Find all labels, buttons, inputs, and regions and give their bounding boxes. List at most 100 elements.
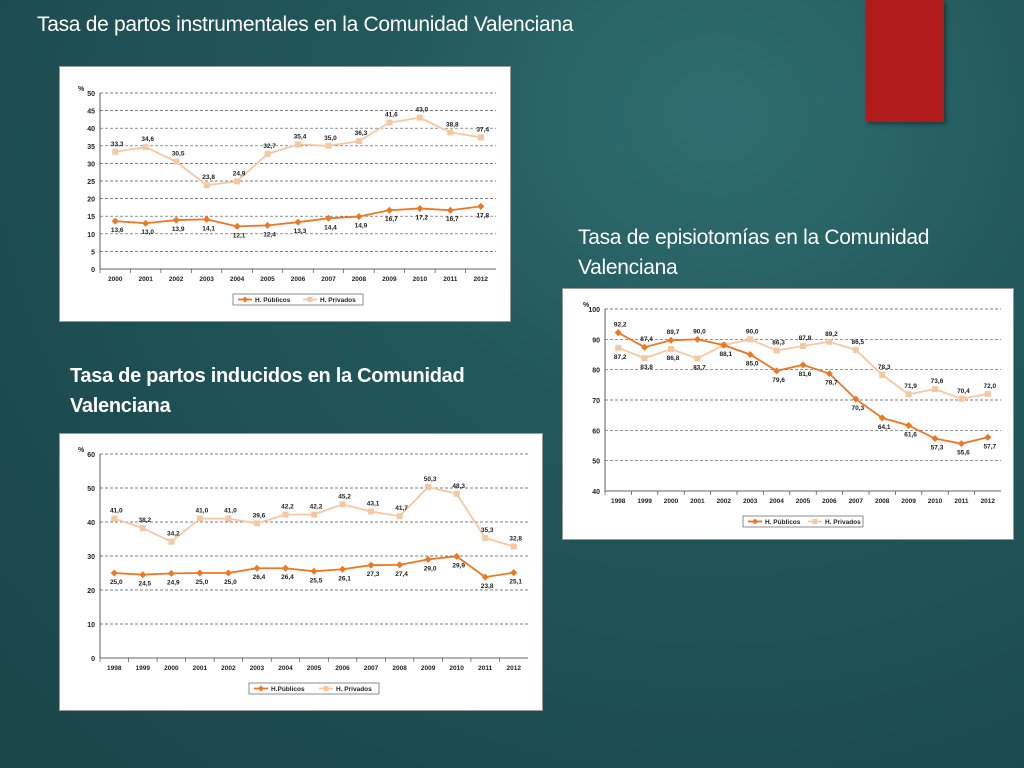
data-point bbox=[416, 204, 424, 212]
data-label: 14,4 bbox=[324, 224, 337, 231]
data-label: 42,2 bbox=[310, 504, 323, 511]
instrumental-chart-frame: 0 5 10 15 20 25 30 35 40 45 50% 2000 2001 2002 2003 200… bbox=[59, 66, 511, 322]
y-tick-label: 0 bbox=[91, 267, 95, 274]
y-tick-label: 45 bbox=[87, 109, 95, 116]
data-label: 26,1 bbox=[338, 575, 351, 582]
data-label: 57,3 bbox=[931, 445, 944, 452]
data-label: 24,9 bbox=[233, 170, 246, 177]
y-tick-label: 90 bbox=[592, 337, 600, 344]
x-tick-label: 2007 bbox=[321, 276, 336, 283]
data-label: 13,0 bbox=[141, 229, 154, 236]
data-label: 38,8 bbox=[446, 121, 459, 128]
x-tick-label: 2000 bbox=[664, 498, 679, 505]
x-tick-label: 2009 bbox=[421, 665, 436, 672]
data-point bbox=[905, 391, 912, 398]
data-point bbox=[111, 217, 119, 225]
data-point bbox=[481, 573, 489, 581]
data-point bbox=[446, 206, 454, 214]
data-label: 79,6 bbox=[772, 377, 785, 384]
data-label: 89,2 bbox=[825, 331, 838, 338]
y-tick-label: 40 bbox=[87, 520, 95, 527]
data-point bbox=[668, 346, 674, 353]
data-label: 25,5 bbox=[310, 577, 323, 584]
x-tick-label: 2002 bbox=[717, 498, 732, 505]
legend-label: H. Privados bbox=[336, 686, 372, 693]
data-point bbox=[720, 341, 728, 349]
inducidos-chart-frame: 0 10 20 30 40 50 60% 1998 1999 2000 2001 2002 2003 20… bbox=[59, 433, 543, 711]
legend-box bbox=[742, 515, 864, 528]
x-tick-label: 2012 bbox=[474, 276, 489, 283]
data-label: 86,5 bbox=[851, 339, 864, 346]
data-point bbox=[110, 569, 118, 577]
x-tick-label: 2011 bbox=[954, 498, 968, 505]
legend-marker bbox=[812, 519, 818, 524]
data-point bbox=[773, 347, 780, 354]
data-label: 43,1 bbox=[367, 500, 380, 507]
data-label: 41,0 bbox=[224, 508, 237, 515]
data-point bbox=[311, 511, 317, 518]
y-tick-label: 60 bbox=[87, 452, 95, 459]
y-tick-label: 5 bbox=[91, 249, 95, 256]
data-label: 78,7 bbox=[825, 380, 838, 387]
x-tick-label: 1999 bbox=[136, 665, 151, 672]
data-point bbox=[225, 515, 232, 522]
x-tick-label: 2004 bbox=[230, 276, 245, 283]
data-label: 16,7 bbox=[385, 216, 398, 223]
data-label: 27,4 bbox=[395, 571, 408, 578]
data-point bbox=[746, 351, 754, 358]
data-label: 55,6 bbox=[957, 450, 970, 457]
data-point bbox=[416, 114, 423, 121]
data-point bbox=[234, 178, 241, 185]
episio-title: Tasa de episiotomías en la Comunidad Val… bbox=[578, 223, 929, 283]
legend-label: H.Públicos bbox=[271, 686, 305, 693]
data-label: 70,3 bbox=[851, 405, 864, 412]
data-point bbox=[142, 219, 150, 227]
data-label: 41,0 bbox=[110, 508, 123, 515]
x-tick-label: 2010 bbox=[449, 665, 464, 672]
data-point bbox=[694, 355, 701, 362]
x-tick-label: 1998 bbox=[611, 498, 626, 505]
data-point bbox=[510, 543, 517, 550]
data-label: 34,6 bbox=[141, 136, 154, 143]
y-tick-label: 25 bbox=[87, 179, 95, 186]
x-tick-label: 2007 bbox=[849, 498, 864, 505]
data-point bbox=[139, 571, 147, 579]
data-label: 92,2 bbox=[614, 322, 627, 329]
data-point bbox=[112, 148, 119, 155]
data-label: 85,0 bbox=[746, 361, 759, 368]
data-label: 78,3 bbox=[878, 364, 891, 371]
y-tick-label: 100 bbox=[588, 307, 600, 314]
data-label: 89,7 bbox=[667, 329, 680, 336]
y-tick-label: 30 bbox=[87, 161, 95, 168]
data-label: 27,3 bbox=[367, 571, 380, 578]
legend-label: H. Privados bbox=[825, 519, 861, 526]
data-point bbox=[932, 386, 938, 393]
data-label: 87,8 bbox=[799, 335, 812, 342]
data-label: 87,4 bbox=[640, 336, 653, 343]
data-point bbox=[367, 561, 375, 569]
y-tick-label: 20 bbox=[87, 588, 95, 595]
data-label: 14,9 bbox=[355, 223, 368, 230]
legend-label: H. Públicos bbox=[255, 297, 291, 304]
data-point bbox=[905, 421, 913, 429]
data-label: 70,4 bbox=[957, 388, 970, 395]
data-point bbox=[453, 552, 461, 560]
data-label: 29,9 bbox=[452, 562, 465, 569]
y-tick-label: 20 bbox=[87, 197, 95, 204]
data-point bbox=[879, 371, 886, 378]
data-point bbox=[139, 525, 146, 532]
legend-marker bbox=[242, 296, 248, 303]
data-label: 57,7 bbox=[983, 443, 996, 450]
data-label: 13,6 bbox=[111, 227, 124, 234]
episiotomia-chart-frame: 40 50 60 70 80 90 100% 1998 1999 2000 2001 2002 2003… bbox=[562, 288, 1014, 540]
data-label: 25,0 bbox=[196, 579, 209, 586]
data-label: 13,3 bbox=[294, 228, 307, 235]
data-point bbox=[264, 221, 272, 229]
data-label: 72,0 bbox=[983, 383, 996, 390]
slide-title: Tasa de partos instrumentales en la Comu… bbox=[37, 13, 574, 36]
data-label: 24,9 bbox=[167, 579, 180, 586]
data-point bbox=[281, 564, 289, 572]
x-tick-label: 2009 bbox=[382, 276, 397, 283]
x-tick-label: 2001 bbox=[138, 276, 153, 283]
data-label: 36,3 bbox=[355, 130, 368, 137]
